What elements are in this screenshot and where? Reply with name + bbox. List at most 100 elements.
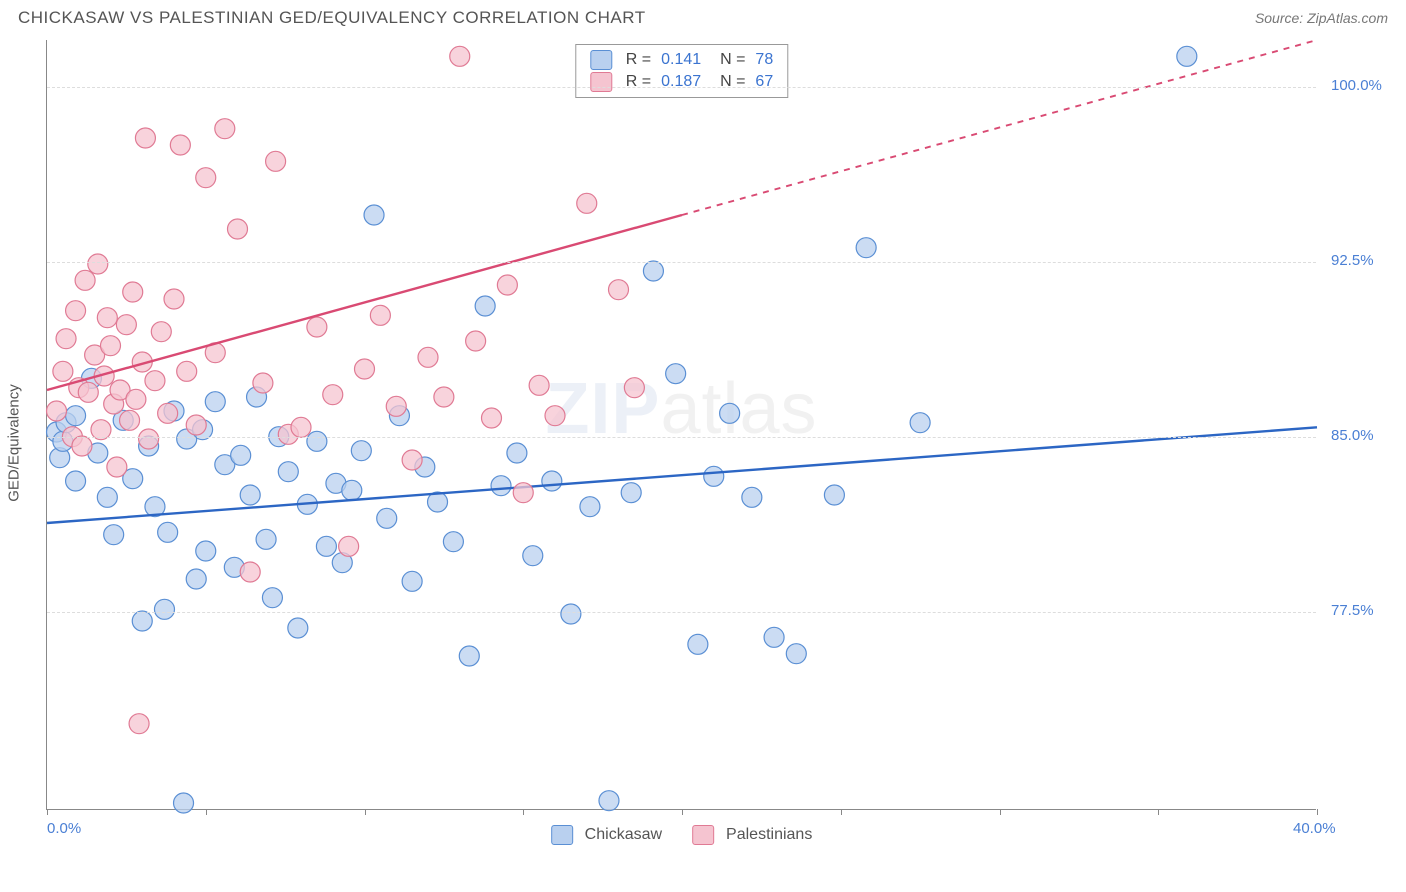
scatter-point [196, 541, 216, 561]
scatter-point [240, 562, 260, 582]
scatter-point [824, 485, 844, 505]
scatter-point [364, 205, 384, 225]
n-value-series1: 78 [755, 51, 773, 69]
x-tick [206, 809, 207, 815]
legend-label-series2: Palestinians [726, 826, 812, 844]
scatter-point [434, 387, 454, 407]
n-value-series2: 67 [755, 73, 773, 91]
scatter-point [545, 406, 565, 426]
scatter-point [97, 308, 117, 328]
scatter-point [47, 401, 67, 421]
scatter-point [402, 450, 422, 470]
y-tick-label: 92.5% [1331, 252, 1374, 269]
scatter-point [307, 431, 327, 451]
trend-line-solid [47, 427, 1317, 523]
swatch-series2 [590, 72, 612, 92]
scatter-point [577, 193, 597, 213]
scatter-point [145, 371, 165, 391]
scatter-point [475, 296, 495, 316]
scatter-point [215, 119, 235, 139]
scatter-point [78, 382, 98, 402]
scatter-point [120, 410, 140, 430]
scatter-point [256, 529, 276, 549]
scatter-plot-area: ZIPatlas R = 0.141 N = 78 R = 0.187 N = … [46, 40, 1316, 810]
scatter-svg [47, 40, 1316, 809]
scatter-point [786, 644, 806, 664]
scatter-point [66, 301, 86, 321]
scatter-point [228, 219, 248, 239]
y-axis-label: GED/Equivalency [6, 384, 23, 502]
legend-item-series2: Palestinians [692, 825, 812, 845]
scatter-point [107, 457, 127, 477]
scatter-point [104, 525, 124, 545]
scatter-point [101, 336, 121, 356]
scatter-point [75, 270, 95, 290]
scatter-point [542, 471, 562, 491]
scatter-point [186, 569, 206, 589]
scatter-point [288, 618, 308, 638]
scatter-point [66, 406, 86, 426]
scatter-point [351, 441, 371, 461]
scatter-point [443, 532, 463, 552]
scatter-point [491, 476, 511, 496]
y-tick-label: 77.5% [1331, 602, 1374, 619]
scatter-point [72, 436, 92, 456]
scatter-point [158, 403, 178, 423]
scatter-point [316, 536, 336, 556]
scatter-point [507, 443, 527, 463]
scatter-point [253, 373, 273, 393]
scatter-point [307, 317, 327, 337]
scatter-point [174, 793, 194, 813]
scatter-point [177, 361, 197, 381]
x-tick [1158, 809, 1159, 815]
scatter-point [497, 275, 517, 295]
scatter-point [580, 497, 600, 517]
scatter-point [856, 238, 876, 258]
scatter-point [742, 487, 762, 507]
scatter-point [170, 135, 190, 155]
legend-item-series1: Chickasaw [551, 825, 662, 845]
swatch-series1-icon [551, 825, 573, 845]
bottom-legend: Chickasaw Palestinians [551, 825, 813, 845]
scatter-point [186, 415, 206, 435]
scatter-point [196, 168, 216, 188]
scatter-point [688, 634, 708, 654]
r-value-series2: 0.187 [661, 73, 701, 91]
scatter-point [291, 417, 311, 437]
scatter-point [720, 403, 740, 423]
scatter-point [135, 128, 155, 148]
scatter-point [355, 359, 375, 379]
scatter-point [910, 413, 930, 433]
x-tick [47, 809, 48, 815]
gridline-h [47, 612, 1316, 613]
scatter-point [643, 261, 663, 281]
scatter-point [704, 466, 724, 486]
scatter-point [164, 289, 184, 309]
scatter-point [139, 429, 159, 449]
scatter-point [1177, 46, 1197, 66]
y-tick-label: 85.0% [1331, 427, 1374, 444]
scatter-point [151, 322, 171, 342]
scatter-point [88, 254, 108, 274]
scatter-point [621, 483, 641, 503]
scatter-point [116, 315, 136, 335]
scatter-point [482, 408, 502, 428]
x-tick-label-min: 0.0% [47, 820, 81, 837]
scatter-point [266, 151, 286, 171]
stats-row-series2: R = 0.187 N = 67 [590, 71, 773, 93]
scatter-point [450, 46, 470, 66]
scatter-point [262, 588, 282, 608]
swatch-series1 [590, 50, 612, 70]
chart-title: CHICKASAW VS PALESTINIAN GED/EQUIVALENCY… [18, 8, 646, 28]
scatter-point [97, 487, 117, 507]
scatter-point [466, 331, 486, 351]
scatter-point [386, 396, 406, 416]
r-value-series1: 0.141 [661, 51, 701, 69]
chart-container: GED/Equivalency ZIPatlas R = 0.141 N = 7… [36, 40, 1388, 845]
scatter-point [129, 714, 149, 734]
scatter-point [370, 305, 390, 325]
scatter-point [764, 627, 784, 647]
scatter-point [154, 599, 174, 619]
scatter-point [459, 646, 479, 666]
y-tick-label: 100.0% [1331, 77, 1382, 94]
